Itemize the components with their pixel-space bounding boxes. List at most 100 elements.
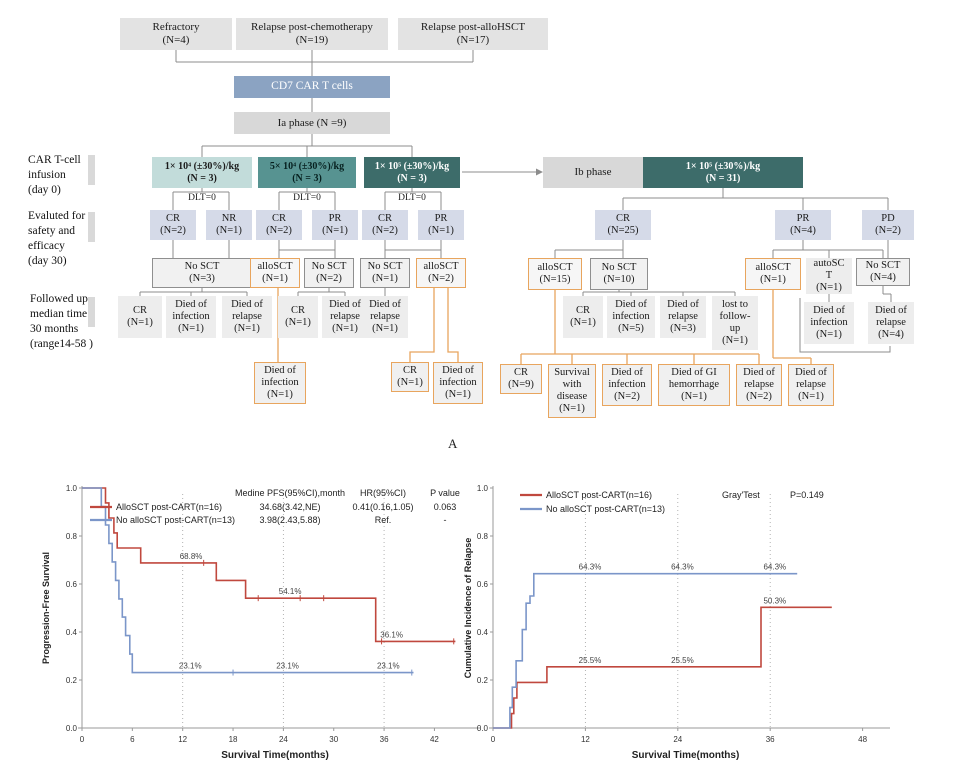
flow-node-o_cr1: CR (N=1) [391, 362, 429, 392]
legend-column-header: Medine PFS(95%CI),month [235, 488, 345, 498]
connector-path [447, 288, 459, 362]
legend-value: Ref. [375, 515, 392, 525]
flow-node-noSCT4: No SCT (N=4) [856, 258, 910, 286]
flow-node-o_surv: Survival with disease (N=1) [548, 364, 596, 418]
dlt-label-1: DLT=0 [188, 193, 216, 203]
annotation-label: 23.1% [179, 662, 202, 671]
x-tick-label: 18 [229, 735, 238, 744]
pfs-svg: 0.0 0.2 0.4 0.6 0.8 1.0 0 6 12 18 24 30 36 42 Survival… [41, 484, 480, 761]
flow-node-l_rel1: Died of relapse (N=1) [222, 296, 272, 338]
flow-node-alloSCT2: alloSCT (N=2) [416, 258, 466, 288]
annotation-label: 23.1% [276, 662, 299, 671]
connector-path [409, 288, 435, 362]
annotation-label: 64.3% [671, 563, 694, 572]
flow-node-cr1: CR (N=2) [150, 210, 196, 240]
side-label-evaluated: Evaluted for safety and efficacy (day 30… [28, 210, 86, 267]
x-tick-label: 30 [329, 735, 338, 744]
side-label-followup: Followed up median time 30 months (range… [30, 293, 93, 350]
flow-node-l_rel2: Died of relapse (N=1) [322, 296, 368, 338]
annotation-label: 25.5% [671, 656, 694, 665]
flow-node-cr2: CR (N=2) [256, 210, 302, 240]
flow-node-o_inf1: Died of infection (N=1) [254, 362, 306, 404]
flow-node-cd7: CD7 CAR T cells [234, 76, 390, 98]
flow-node-refractory: Refractory (N=4) [120, 18, 232, 50]
x-axis-label: Survival Time(months) [632, 750, 740, 761]
dlt-label-3: DLT=0 [398, 193, 426, 203]
y-tick-label: 0.0 [66, 724, 78, 733]
side-bar-evaluated [88, 212, 95, 242]
series-line-0 [82, 487, 456, 643]
legend-column-header: P value [430, 488, 460, 498]
flow-node-l_cr2: CR (N=1) [278, 296, 318, 338]
legend-value: 0.41(0.16,1.05) [352, 502, 413, 512]
panel-label-a: A [448, 436, 458, 451]
y-tick-label: 0.8 [477, 532, 489, 541]
legend-value: 34.68(3.42,NE) [259, 502, 320, 512]
flow-node-ibPhase: Ib phase [543, 157, 643, 188]
flow-node-alloSCT1: alloSCT (N=1) [250, 258, 300, 288]
flow-node-autoSCT: autoSC T (N=1) [806, 258, 852, 294]
flow-node-iaPhase: Ia phase (N =9) [234, 112, 390, 134]
y-tick-label: 1.0 [66, 484, 78, 493]
flow-node-o_rel2: Died of relapse (N=2) [736, 364, 782, 406]
flow-node-dose2: 5× 10⁴ (±30%)/kg (N = 3) [258, 157, 356, 188]
x-tick-label: 6 [130, 735, 135, 744]
flow-node-pr2: PR (N=1) [312, 210, 358, 240]
flow-node-pd2: PD (N=2) [862, 210, 914, 240]
flowchart-connectors [139, 50, 892, 364]
series-line-0 [493, 606, 832, 729]
flow-node-o_inf3: Died of infection (N=2) [602, 364, 652, 406]
y-axis-label: Progression-Free Survival [41, 552, 51, 664]
consort-flowchart: Refractory (N=4) Relapse post-chemotherap… [118, 18, 914, 418]
y-tick-label: 0.4 [477, 628, 489, 637]
flow-node-alloSCT15: alloSCT (N=15) [528, 258, 582, 290]
flow-node-dose4: 1× 10⁵ (±30%)/kg (N = 31) [643, 157, 803, 188]
cir-svg: 0.0 0.2 0.4 0.6 0.8 1.0 0 12 24 36 48 Survival Time… [463, 484, 890, 761]
x-tick-label: 48 [858, 735, 867, 744]
side-bar-followup [88, 297, 95, 327]
flow-node-cr3: CR (N=2) [362, 210, 408, 240]
cumulative-incidence-chart: 0.0 0.2 0.4 0.6 0.8 1.0 0 12 24 36 48 Survival Time… [460, 466, 938, 779]
x-axis-label: Survival Time(months) [221, 750, 329, 761]
annotation-label: 25.5% [579, 656, 602, 665]
x-tick-label: 36 [766, 735, 775, 744]
flow-node-o_cr9: CR (N=9) [500, 364, 542, 394]
flow-node-r_inf1: Died of infection (N=1) [804, 302, 854, 344]
flow-node-noSCT2: No SCT (N=2) [304, 258, 354, 288]
annotation-label: 50.3% [763, 596, 786, 605]
series-line-1 [82, 487, 414, 674]
annotation-label: 68.8% [180, 552, 203, 561]
flow-node-r_rel3: Died of relapse (N=3) [660, 296, 706, 338]
flow-node-r_cr1: CR (N=1) [563, 296, 603, 338]
x-tick-label: 0 [80, 735, 85, 744]
flow-node-pr3: PR (N=1) [418, 210, 464, 240]
flow-node-noSCT10: No SCT (N=10) [590, 258, 648, 290]
x-tick-label: 24 [279, 735, 288, 744]
legend-value: 3.98(2.43,5.88) [259, 515, 320, 525]
flow-node-o_inf2: Died of infection (N=1) [433, 362, 483, 404]
y-tick-label: 0.2 [477, 676, 489, 685]
flow-node-alloSCT1b: alloSCT (N=1) [745, 258, 801, 290]
annotation-label: 23.1% [377, 662, 400, 671]
y-tick-label: 0.6 [477, 580, 489, 589]
flow-node-o_gi: Died of GI hemorrhage (N=1) [658, 364, 730, 406]
flow-node-l_inf1: Died of infection (N=1) [166, 296, 216, 338]
y-tick-label: 0.0 [477, 724, 489, 733]
series-line-1 [493, 572, 798, 729]
flow-node-relapseChemo: Relapse post-chemotherapy (N=19) [236, 18, 388, 50]
legend-value: - [444, 515, 447, 525]
legend-test-label: Gray'Test [722, 490, 760, 500]
x-tick-label: 24 [673, 735, 682, 744]
flow-node-cr25: CR (N=25) [595, 210, 651, 240]
annotation-label: 64.3% [763, 563, 786, 572]
legend-column-header: HR(95%CI) [360, 488, 406, 498]
flow-node-relapseAllo: Relapse post-alloHSCT (N=17) [398, 18, 548, 50]
legend-value: 0.063 [434, 502, 457, 512]
annotation-label: 54.1% [279, 587, 302, 596]
flow-node-r_lost: lost to follow- up (N=1) [712, 296, 758, 350]
y-tick-label: 0.4 [66, 628, 78, 637]
flow-node-r_rel4: Died of relapse (N=4) [868, 302, 914, 344]
y-tick-label: 1.0 [477, 484, 489, 493]
legend-series-name: AlloSCT post-CART(n=16) [116, 502, 222, 512]
